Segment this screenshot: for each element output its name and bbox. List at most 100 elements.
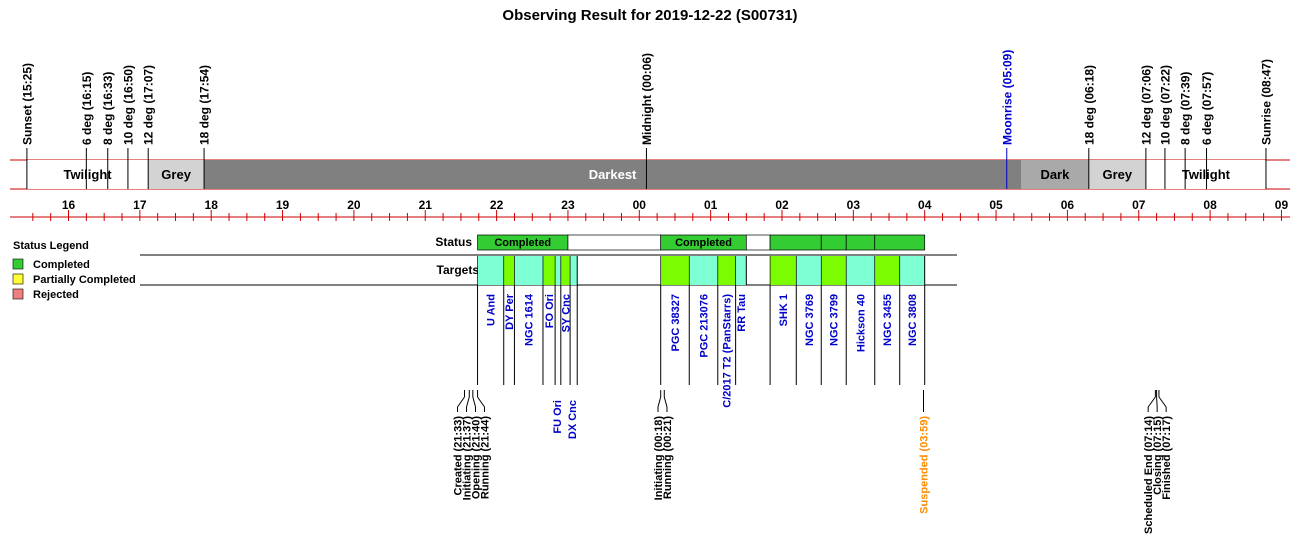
target-block <box>660 256 690 285</box>
sky-band-label: Dark <box>1040 167 1070 182</box>
sky-band-label: Grey <box>1103 167 1133 182</box>
target-block <box>770 256 797 285</box>
sky-band <box>204 160 1022 189</box>
target-name: NGC 3799 <box>829 294 841 346</box>
axis-tick-label: 02 <box>775 198 789 212</box>
axis-tick-label: 00 <box>633 198 647 212</box>
status-segment <box>845 234 876 251</box>
axis-tick-label: 09 <box>1275 198 1289 212</box>
target-name: NGC 3808 <box>907 294 919 346</box>
target-name: SHK 1 <box>778 294 790 326</box>
legend-swatch <box>12 258 24 270</box>
target-name: DX Cnc <box>567 400 579 439</box>
sky-event-label: Sunrise (08:47) <box>1259 59 1273 145</box>
axis-tick-label: 17 <box>133 198 147 212</box>
event-label: Opening (21:40) <box>471 416 483 499</box>
sky-event-label: 6 deg (16:15) <box>80 72 94 145</box>
target-name: Hickson 40 <box>855 294 867 352</box>
sky-event-label: Moonrise (05:09) <box>1000 50 1014 145</box>
sky-event-label: 12 deg (17:07) <box>142 65 156 145</box>
sky-band-label: Darkest <box>589 167 637 182</box>
status-segment <box>567 234 662 251</box>
event-connector <box>657 396 662 408</box>
status-segment <box>745 234 771 251</box>
event-connector <box>1156 396 1158 408</box>
targets-row-label: Targets <box>437 263 480 277</box>
target-block <box>899 256 925 285</box>
target-block <box>570 256 578 285</box>
axis-tick-label: 20 <box>347 198 361 212</box>
event-label: Initiating (21:37) <box>462 416 474 501</box>
event-label: Created (21:33) <box>453 416 465 496</box>
sky-event-label: 6 deg (07:57) <box>1200 72 1214 145</box>
target-name: PGC 38327 <box>670 294 682 351</box>
sky-event-label: Sunset (15:25) <box>20 63 34 145</box>
sky-band <box>148 160 205 189</box>
axis-tick-label: 06 <box>1061 198 1075 212</box>
sky-event-label: 8 deg (16:33) <box>101 72 115 145</box>
target-block <box>717 256 736 285</box>
legend-item-label: Completed <box>33 259 90 271</box>
target-name: FU Ori <box>552 400 564 434</box>
sky-band-label: Grey <box>161 167 191 182</box>
sky-band <box>1088 160 1146 189</box>
axis-tick-label: 07 <box>1132 198 1146 212</box>
status-segment <box>769 234 822 251</box>
status-segment <box>820 234 847 251</box>
event-connector <box>457 396 465 408</box>
sky-event-label: 18 deg (06:18) <box>1082 65 1096 145</box>
target-name: C/2017 T2 (PanStarrs) <box>722 294 734 408</box>
target-block <box>821 256 847 285</box>
legend-title: Status Legend <box>13 240 89 252</box>
axis-tick-label: 05 <box>989 198 1003 212</box>
event-label: Suspended (03:59) <box>918 416 930 514</box>
sky-band <box>1021 160 1089 189</box>
axis-tick-label: 22 <box>490 198 504 212</box>
target-block <box>542 256 556 285</box>
event-connector <box>1158 396 1167 408</box>
sky-event-label: 10 deg (07:22) <box>1158 65 1172 145</box>
status-segment-label: Completed <box>675 237 732 249</box>
axis-tick-label: 08 <box>1203 198 1217 212</box>
axis-tick-label: 04 <box>918 198 932 212</box>
event-connector <box>1147 396 1156 408</box>
status-segment <box>874 234 926 251</box>
event-connector <box>472 396 477 408</box>
target-name: PGC 213076 <box>699 294 711 358</box>
status-row-label: Status <box>435 235 472 249</box>
legend-swatch <box>12 273 24 285</box>
target-name: SY Cnc <box>560 294 572 332</box>
sky-event-label: 18 deg (17:54) <box>198 65 212 145</box>
target-block <box>796 256 822 285</box>
target-block <box>555 256 561 285</box>
chart-title: Observing Result for 2019-12-22 (S00731) <box>502 7 797 24</box>
event-label: Initiating (00:18) <box>653 416 665 501</box>
target-block <box>560 256 571 285</box>
event-label: Running (21:44) <box>480 416 492 499</box>
event-label: Scheduled End (07:14) <box>1143 416 1155 534</box>
target-name: FO Ori <box>544 294 556 328</box>
target-block <box>846 256 875 285</box>
target-name: RR Tau <box>736 294 748 332</box>
target-block <box>503 256 515 285</box>
status-segment-label: Completed <box>494 237 551 249</box>
legend-item-label: Partially Completed <box>33 274 136 286</box>
target-block <box>735 256 747 285</box>
sky-event-label: 12 deg (07:06) <box>1139 65 1153 145</box>
axis-tick-label: 16 <box>62 198 76 212</box>
event-connector <box>466 396 470 408</box>
target-name: NGC 1614 <box>524 293 536 346</box>
event-label: Running (00:21) <box>662 416 674 499</box>
target-name: NGC 3455 <box>882 294 894 346</box>
axis-tick-label: 18 <box>205 198 219 212</box>
sky-event-label: Midnight (00:06) <box>640 53 654 145</box>
target-block <box>514 256 543 285</box>
event-connector <box>663 396 668 408</box>
target-block <box>689 256 718 285</box>
legend-swatch <box>12 288 24 300</box>
target-name: U And <box>486 294 498 326</box>
legend-item-label: Rejected <box>33 289 79 301</box>
target-name: NGC 3769 <box>804 294 816 346</box>
sky-band <box>1145 160 1266 189</box>
